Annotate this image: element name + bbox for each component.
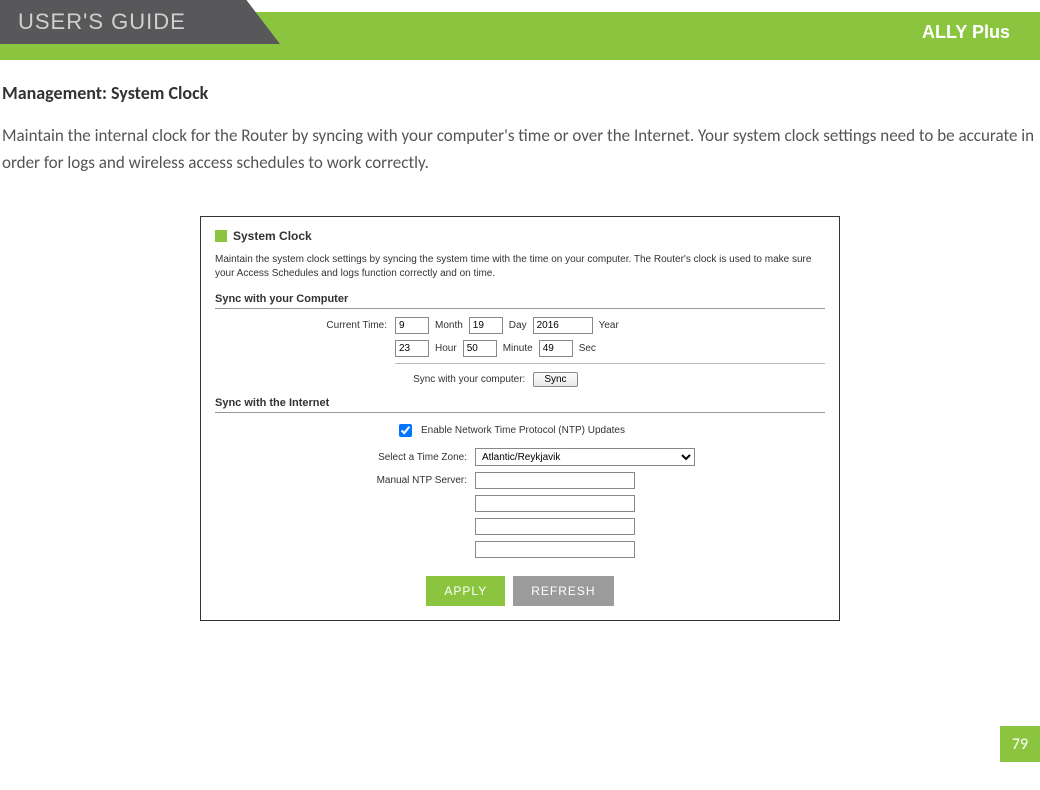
section-description: Maintain the internal clock for the Rout… bbox=[2, 122, 1036, 176]
sync-button[interactable]: Sync bbox=[533, 372, 577, 387]
current-time-label: Current Time: bbox=[215, 320, 395, 331]
ntp-enable-label: Enable Network Time Protocol (NTP) Updat… bbox=[421, 425, 625, 436]
manual-ntp-row-2 bbox=[215, 495, 825, 512]
ntp-enable-row: Enable Network Time Protocol (NTP) Updat… bbox=[395, 421, 825, 440]
year-input[interactable] bbox=[533, 317, 593, 334]
doc-header: USER'S GUIDE ALLY Plus bbox=[0, 0, 1040, 60]
panel-description: Maintain the system clock settings by sy… bbox=[215, 253, 825, 281]
sync-internet-heading: Sync with the Internet bbox=[215, 397, 825, 413]
year-unit: Year bbox=[599, 320, 619, 331]
guide-label: USER'S GUIDE bbox=[0, 0, 280, 44]
ntp-server-input-1[interactable] bbox=[475, 472, 635, 489]
sync-computer-heading: Sync with your Computer bbox=[215, 293, 825, 309]
ntp-server-input-3[interactable] bbox=[475, 518, 635, 535]
timezone-select[interactable]: Atlantic/Reykjavik bbox=[475, 448, 695, 466]
refresh-button[interactable]: REFRESH bbox=[513, 576, 613, 606]
ntp-server-input-4[interactable] bbox=[475, 541, 635, 558]
ntp-enable-checkbox[interactable] bbox=[399, 424, 412, 437]
square-icon bbox=[215, 230, 227, 242]
hour-unit: Hour bbox=[435, 343, 457, 354]
minute-unit: Minute bbox=[503, 343, 533, 354]
panel-title: System Clock bbox=[233, 229, 312, 243]
system-clock-panel: System Clock Maintain the system clock s… bbox=[200, 216, 840, 621]
brand-label: ALLY Plus bbox=[922, 22, 1010, 43]
minute-input[interactable] bbox=[463, 340, 497, 357]
month-unit: Month bbox=[435, 320, 463, 331]
content: Management: System Clock Maintain the in… bbox=[0, 60, 1040, 621]
hour-input[interactable] bbox=[395, 340, 429, 357]
day-unit: Day bbox=[509, 320, 527, 331]
second-unit: Sec bbox=[579, 343, 596, 354]
current-time-row-2: Hour Minute Sec bbox=[215, 340, 825, 357]
day-input[interactable] bbox=[469, 317, 503, 334]
panel-title-row: System Clock bbox=[215, 229, 825, 243]
ntp-server-input-2[interactable] bbox=[475, 495, 635, 512]
timezone-label: Select a Time Zone: bbox=[215, 452, 475, 463]
divider bbox=[395, 363, 825, 364]
manual-ntp-row-4 bbox=[215, 541, 825, 558]
apply-button[interactable]: APPLY bbox=[426, 576, 505, 606]
page-number: 79 bbox=[1000, 726, 1040, 762]
sync-computer-label: Sync with your computer: bbox=[335, 374, 533, 385]
manual-ntp-row-1: Manual NTP Server: bbox=[215, 472, 825, 489]
section-title: Management: System Clock bbox=[2, 82, 1040, 104]
current-time-row: Current Time: Month Day Year bbox=[215, 317, 825, 334]
month-input[interactable] bbox=[395, 317, 429, 334]
second-input[interactable] bbox=[539, 340, 573, 357]
action-row: APPLY REFRESH bbox=[215, 576, 825, 606]
manual-ntp-row-3 bbox=[215, 518, 825, 535]
manual-ntp-label: Manual NTP Server: bbox=[215, 475, 475, 486]
timezone-row: Select a Time Zone: Atlantic/Reykjavik bbox=[215, 448, 825, 466]
sync-computer-row: Sync with your computer: Sync bbox=[215, 372, 825, 387]
